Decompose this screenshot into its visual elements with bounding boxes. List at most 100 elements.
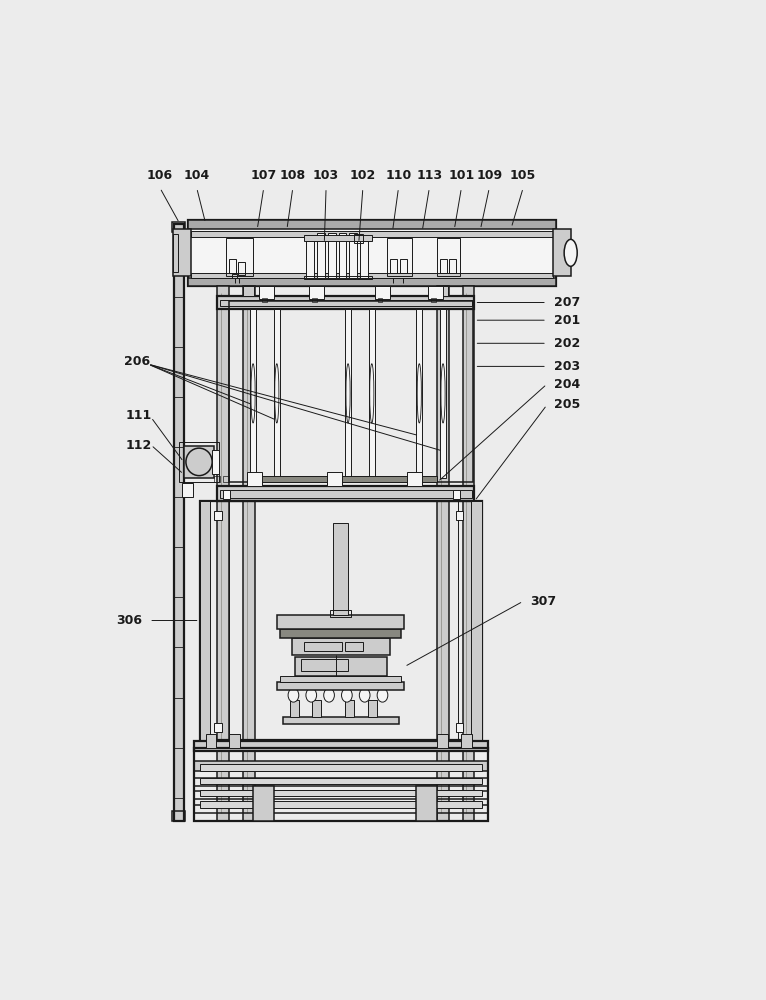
Bar [327,472,342,486]
Text: 201: 201 [554,314,581,327]
Bar [191,273,553,278]
Bar [173,229,191,276]
Bar [378,298,382,302]
Bar [471,501,482,740]
Bar [172,811,185,821]
Bar [313,700,322,717]
Text: 207: 207 [554,296,581,309]
Bar [200,778,482,784]
Bar [463,286,474,821]
Bar [194,741,487,751]
Bar [221,490,472,498]
Text: 106: 106 [147,169,173,182]
Text: 102: 102 [350,169,376,182]
Bar [205,734,216,748]
Bar [437,286,449,821]
Text: 105: 105 [510,169,536,182]
Text: 109: 109 [476,169,502,182]
Bar [330,610,351,617]
Ellipse shape [324,688,335,702]
Bar [247,472,262,486]
Bar [211,450,218,474]
Bar [173,234,178,272]
Bar [274,309,280,478]
Text: 103: 103 [313,169,339,182]
Text: 112: 112 [126,439,152,452]
Bar [417,786,437,821]
Text: 206: 206 [124,355,150,368]
Bar [247,476,437,482]
Bar [345,309,351,478]
Bar [456,511,463,520]
Bar [333,523,348,615]
Bar [431,298,436,302]
Bar [174,224,184,821]
Bar [328,233,336,278]
Bar [229,259,237,273]
Text: 306: 306 [116,614,142,627]
Bar [277,615,404,629]
Bar [221,300,472,306]
Bar [218,286,229,821]
Bar [345,700,354,717]
Bar [182,483,192,497]
Bar [440,309,446,478]
Bar [194,778,487,786]
Bar [214,723,221,732]
Text: 107: 107 [250,169,277,182]
Text: 202: 202 [554,337,581,350]
Bar [232,274,237,278]
Bar [280,676,401,682]
Bar [200,501,211,740]
Bar [437,734,448,748]
Bar [253,786,274,821]
Bar [280,629,401,638]
Bar [200,801,482,808]
Bar [188,278,556,286]
Bar [349,233,357,278]
Ellipse shape [306,688,316,702]
Bar [295,657,387,676]
Bar [400,259,407,273]
Bar [243,286,254,296]
Bar [456,723,463,732]
Bar [354,234,363,243]
Bar [194,748,487,821]
Bar [317,233,325,278]
Bar [200,764,482,771]
Bar [188,220,556,286]
Bar [229,301,473,482]
Bar [300,659,348,671]
Bar [387,238,411,276]
Bar [290,700,300,717]
Text: 108: 108 [280,169,306,182]
Text: 104: 104 [184,169,210,182]
Bar [178,442,219,482]
Text: 110: 110 [385,169,411,182]
Bar [303,235,372,241]
Bar [283,717,398,724]
Text: 307: 307 [530,595,556,608]
Bar [303,642,342,651]
Bar [277,682,404,690]
Bar [223,490,230,499]
Bar [262,298,267,302]
Bar [437,286,448,296]
Bar [214,511,221,520]
Bar [194,791,487,799]
Bar [224,476,229,482]
Text: 111: 111 [126,409,152,422]
Bar [200,790,482,796]
Bar [303,276,372,279]
Bar [184,446,214,478]
Bar [191,231,553,237]
Text: 101: 101 [448,169,475,182]
Ellipse shape [359,688,370,702]
Bar [369,309,375,478]
Bar [188,220,556,229]
Bar [227,238,253,276]
Bar [417,309,422,478]
Bar [437,238,460,276]
Bar [453,490,460,499]
Bar [375,286,390,299]
